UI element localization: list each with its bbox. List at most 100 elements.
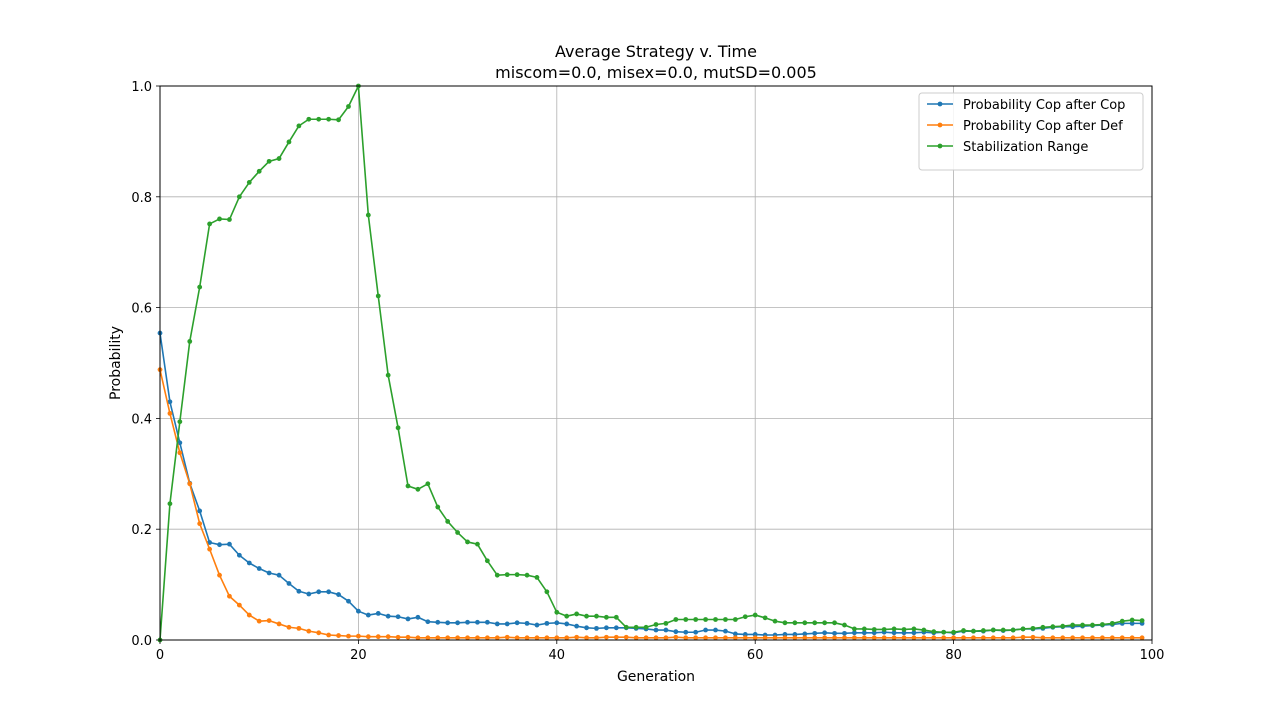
data-point xyxy=(1090,622,1095,628)
data-point xyxy=(326,589,332,595)
data-point xyxy=(375,293,381,299)
data-point xyxy=(356,633,361,639)
legend: Probability Cop after Cop Probability Cop… xyxy=(918,92,1144,171)
data-point xyxy=(772,618,778,624)
data-point xyxy=(336,592,341,597)
data-point xyxy=(375,634,381,640)
data-point xyxy=(524,572,530,578)
data-point xyxy=(365,612,371,618)
data-point xyxy=(832,635,837,641)
data-point xyxy=(167,411,173,416)
data-point xyxy=(395,425,401,431)
data-point xyxy=(752,635,758,641)
data-point xyxy=(752,612,758,618)
data-point xyxy=(544,635,550,641)
data-point xyxy=(742,632,748,637)
data-point xyxy=(534,635,540,641)
data-point xyxy=(197,284,203,290)
data-point xyxy=(732,617,738,622)
data-point xyxy=(713,617,718,622)
data-point xyxy=(365,634,371,640)
data-point xyxy=(425,635,431,641)
data-point xyxy=(405,483,411,489)
data-point xyxy=(723,628,728,634)
data-point xyxy=(475,541,480,547)
data-point xyxy=(177,450,183,456)
data-point xyxy=(881,635,887,641)
data-point xyxy=(207,546,213,552)
series-layer xyxy=(157,83,1145,643)
data-point xyxy=(286,139,292,145)
data-point xyxy=(881,627,887,632)
data-point xyxy=(891,630,897,636)
data-point xyxy=(554,609,560,615)
x-tick-label: 100 xyxy=(1140,648,1165,663)
data-point xyxy=(653,635,659,641)
data-point xyxy=(633,624,639,630)
data-point xyxy=(217,572,222,578)
legend-swatch-marker xyxy=(937,143,943,149)
data-point xyxy=(1010,627,1016,633)
data-point xyxy=(276,156,282,161)
data-point xyxy=(871,630,877,636)
data-point xyxy=(594,613,599,619)
chart-title: Average Strategy v. Time xyxy=(555,42,757,61)
data-point xyxy=(633,635,639,641)
x-tick-label: 0 xyxy=(156,648,164,663)
data-point xyxy=(167,501,173,507)
data-point xyxy=(177,419,183,425)
data-point xyxy=(703,635,708,641)
legend-label: Probability Cop after Def xyxy=(963,119,1123,134)
data-point xyxy=(980,628,986,633)
data-point xyxy=(931,629,937,635)
data-point xyxy=(871,635,877,641)
data-point xyxy=(842,635,847,641)
data-point xyxy=(604,625,609,631)
data-point xyxy=(1070,622,1076,628)
data-point xyxy=(385,372,391,378)
legend-item: Probability Cop after Def xyxy=(927,119,1123,134)
data-point xyxy=(504,621,510,627)
data-point xyxy=(683,617,689,622)
data-point xyxy=(931,635,937,641)
data-point xyxy=(723,635,728,641)
data-point xyxy=(574,634,580,640)
data-point xyxy=(951,635,956,641)
data-point xyxy=(971,628,976,634)
data-point xyxy=(1000,627,1006,633)
data-point xyxy=(792,620,798,626)
y-tick-label: 0.2 xyxy=(131,523,152,538)
x-tick-label: 60 xyxy=(747,648,764,663)
data-point xyxy=(990,627,996,633)
data-point xyxy=(1139,618,1145,624)
data-point xyxy=(683,629,689,635)
data-point xyxy=(514,572,520,578)
data-point xyxy=(177,440,183,446)
data-point xyxy=(316,589,322,595)
data-point xyxy=(901,630,907,636)
series-3 xyxy=(157,83,1145,643)
data-point xyxy=(326,116,332,122)
data-point xyxy=(852,626,857,632)
data-point xyxy=(802,631,808,637)
data-point xyxy=(891,635,897,641)
data-point xyxy=(435,635,441,641)
data-point xyxy=(604,634,609,640)
data-point xyxy=(1060,623,1066,629)
data-point xyxy=(683,635,689,641)
data-point xyxy=(534,575,540,580)
data-point xyxy=(584,613,589,619)
data-point xyxy=(435,504,441,510)
plot-area-frame xyxy=(159,85,1153,641)
data-point xyxy=(227,593,232,599)
data-point xyxy=(236,552,242,558)
data-point xyxy=(187,338,193,344)
data-point xyxy=(584,625,589,631)
data-point xyxy=(246,180,252,185)
data-point xyxy=(693,629,699,635)
data-point xyxy=(1109,635,1115,641)
legend-box xyxy=(918,92,1144,171)
data-point xyxy=(901,635,907,641)
data-point xyxy=(346,633,351,639)
